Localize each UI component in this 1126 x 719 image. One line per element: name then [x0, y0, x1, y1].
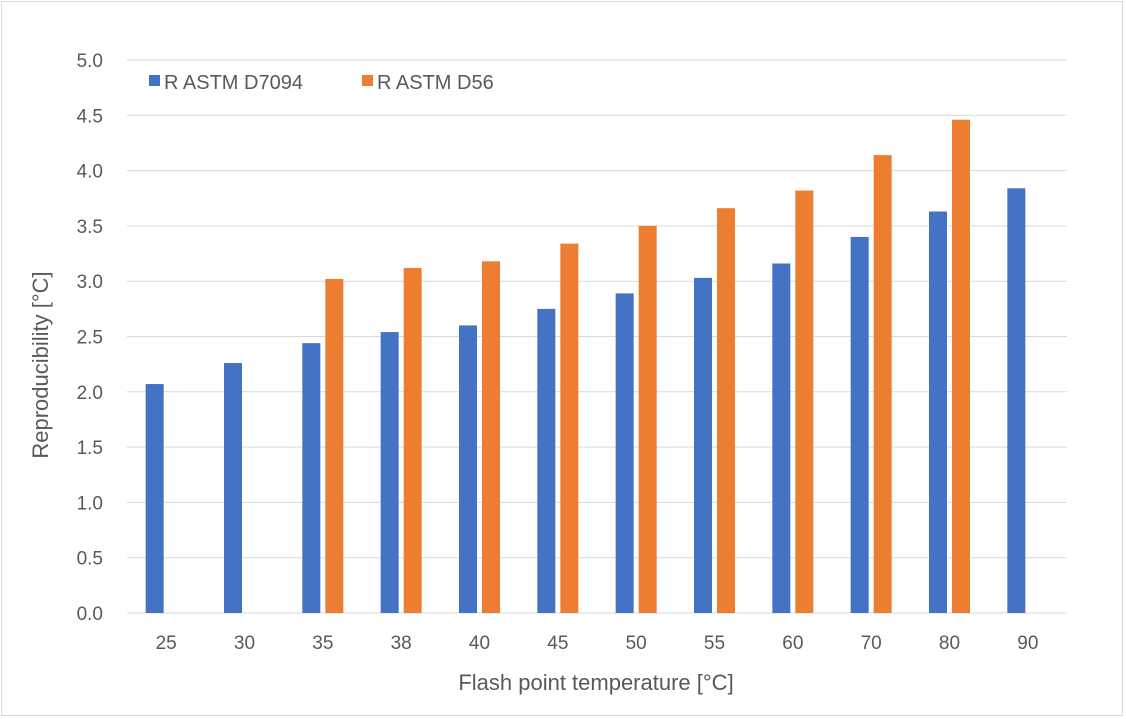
bar-d7094 [929, 211, 947, 613]
y-axis-title: Reproducibility [°C] [28, 271, 53, 458]
bar-d56 [638, 225, 657, 613]
x-tick-label: 55 [704, 633, 725, 654]
y-tick-label: 4.5 [77, 106, 103, 127]
y-tick-label: 1.0 [77, 493, 103, 514]
y-tick-label: 0.0 [77, 604, 103, 625]
legend: R ASTM D7094 R ASTM D56 [149, 72, 494, 94]
bar-d7094 [850, 236, 869, 613]
x-tick-label: 35 [312, 633, 333, 654]
x-tick-label: 60 [782, 633, 803, 654]
y-tick-label: 2.5 [77, 328, 103, 349]
bar-d56 [325, 278, 344, 613]
y-tick-label: 5.0 [77, 51, 103, 72]
y-tick-label: 3.5 [77, 217, 103, 238]
bar-d7094 [615, 293, 634, 613]
bar-d56 [795, 190, 814, 613]
bar-d56 [717, 208, 735, 614]
y-tick-label: 4.0 [77, 162, 103, 183]
x-axis-ticks: 25 30 35 38 40 45 50 55 60 70 80 90 [156, 633, 1039, 654]
legend-swatch-d56 [362, 75, 373, 86]
bar-d56 [560, 243, 579, 613]
x-tick-label: 38 [391, 633, 412, 654]
y-tick-label: 2.0 [77, 383, 103, 404]
bar-d7094 [302, 343, 321, 613]
bar-d7094 [380, 332, 399, 613]
gridlines [127, 59, 1067, 614]
y-axis-ticks: 0.0 0.5 1.0 1.5 2.0 2.5 3.0 3.5 4.0 4.5 5.0 [77, 51, 103, 625]
x-tick-label: 45 [547, 633, 568, 654]
bars [145, 119, 1026, 614]
bar-d56 [403, 267, 422, 613]
x-tick-label: 70 [861, 633, 882, 654]
x-tick-label: 40 [469, 633, 490, 654]
y-tick-label: 0.5 [77, 549, 103, 570]
y-tick-label: 3.0 [77, 272, 103, 293]
x-tick-label: 25 [156, 633, 177, 654]
legend-label-d56: R ASTM D56 [377, 72, 494, 94]
bar-d56 [873, 155, 892, 613]
x-axis-title: Flash point temperature [°C] [458, 670, 733, 695]
bar-d7094 [459, 325, 477, 613]
y-tick-label: 1.5 [77, 438, 103, 459]
bar-d7094 [772, 263, 791, 613]
bar-d7094 [224, 363, 242, 613]
bar-d7094 [537, 308, 556, 613]
bar-d56 [482, 261, 500, 613]
x-tick-label: 90 [1017, 633, 1038, 654]
bar-d7094 [694, 277, 712, 613]
bar-d7094 [1007, 188, 1026, 613]
legend-swatch-d7094 [149, 75, 160, 86]
x-tick-label: 80 [939, 633, 960, 654]
bar-d56 [952, 119, 970, 613]
x-tick-label: 50 [626, 633, 647, 654]
legend-label-d7094: R ASTM D7094 [164, 72, 303, 94]
bar-d7094 [145, 384, 164, 613]
x-tick-label: 30 [234, 633, 255, 654]
